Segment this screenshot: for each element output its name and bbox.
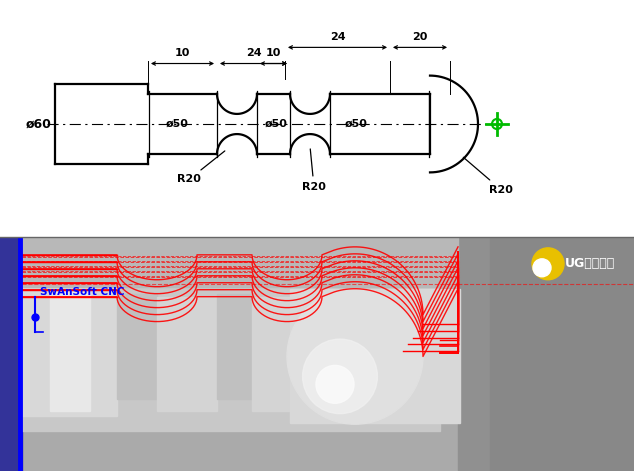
Text: 24: 24 [330, 32, 346, 42]
Circle shape [302, 339, 377, 414]
Bar [157, 297, 217, 411]
Text: SwAnSoft CNC: SwAnSoft CNC [40, 287, 124, 297]
Bar [217, 294, 252, 399]
Bar [490, 237, 634, 471]
Text: R20: R20 [177, 151, 225, 185]
Text: ø60: ø60 [25, 117, 51, 130]
Circle shape [287, 289, 423, 424]
Text: 10: 10 [266, 49, 281, 58]
Text: ø50: ø50 [345, 119, 368, 129]
Text: 10: 10 [175, 49, 190, 58]
Circle shape [316, 365, 354, 403]
Bar [290, 289, 460, 423]
Bar [252, 297, 322, 411]
Text: ø50: ø50 [265, 119, 288, 129]
Text: 24: 24 [246, 49, 261, 58]
Bar [0, 237, 22, 471]
Text: ø50: ø50 [166, 119, 189, 129]
Circle shape [533, 259, 551, 277]
Bar [22, 277, 440, 431]
Bar [22, 237, 458, 287]
Text: R20: R20 [463, 157, 513, 195]
Bar [50, 292, 90, 411]
Bar [22, 287, 117, 416]
Text: 20: 20 [412, 32, 428, 42]
Bar [117, 294, 157, 399]
Text: UG数控编程: UG数控编程 [565, 257, 615, 270]
Text: R20: R20 [302, 149, 326, 192]
Circle shape [532, 248, 564, 280]
Bar [458, 237, 634, 471]
